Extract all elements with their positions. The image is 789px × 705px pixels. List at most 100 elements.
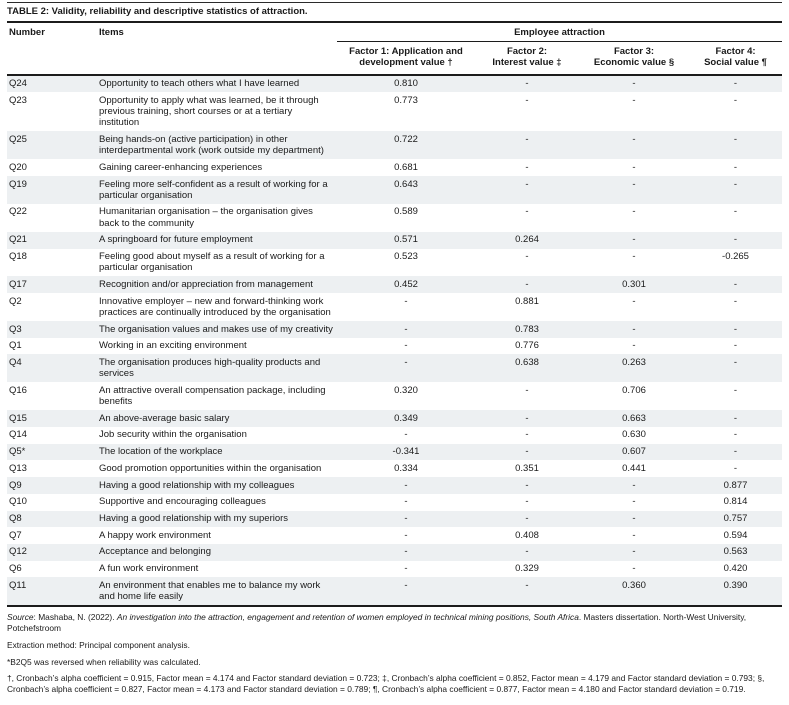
row-item-text: Feeling more self-confident as a result …	[99, 178, 328, 201]
factor-loading-value: 0.706	[622, 384, 646, 396]
factor-loading-value: -0.341	[392, 446, 420, 458]
factor-loading-value: -	[632, 563, 636, 575]
reversed-item-note: *B2Q5 was reversed when reliability was …	[7, 656, 201, 667]
row-item-text: A fun work environment	[99, 563, 199, 575]
factor-loading-value: 0.643	[394, 178, 418, 190]
factor-loading-value: -	[525, 513, 529, 524]
factor3-line1: Factor 3:	[613, 46, 655, 58]
row-item-text: The organisation produces high-quality p…	[99, 356, 321, 380]
cronbach-note: †, Cronbach’s alpha coefficient = 0.915,…	[7, 673, 765, 695]
row-number: Q9	[9, 479, 22, 491]
row-number: Q4	[9, 356, 22, 368]
row-item-text: Gaining career-enhancing experiences	[99, 161, 263, 173]
factor-loading-value: -	[632, 496, 636, 508]
factor-loading-value: -	[525, 161, 529, 173]
row-number: Q20	[9, 161, 27, 173]
table-row: Q13 Good promotion opportunities within t…	[7, 460, 782, 477]
row-number: Q2	[9, 295, 22, 307]
row-number: Q7	[9, 529, 22, 541]
row-number: Q25	[9, 133, 27, 145]
source-citation-1: : Mashaba, N. (2022).	[33, 612, 117, 623]
table-row: Q4 The organisation produces high-quality…	[7, 354, 782, 383]
row-number: Q24	[9, 78, 27, 90]
table-row: Q5* The location of the workplace -0.341 - 0…	[7, 443, 782, 461]
factor-loading-value: -	[525, 178, 529, 190]
table-row: Q9 Having a good relationship with my col…	[7, 477, 782, 494]
factor-loading-value: -	[632, 251, 636, 263]
row-number: Q5*	[9, 446, 26, 458]
factor-loading-value: -	[632, 546, 636, 558]
table-row: Q25 Being hands-on (active participation)…	[7, 131, 782, 160]
factor-loading-value: -	[404, 579, 408, 591]
factor-loading-value: -	[733, 323, 738, 335]
column-header-factor1: Factor 1: Application and development va…	[337, 42, 475, 75]
row-number: Q19	[9, 178, 27, 190]
factor-loading-value: -	[525, 496, 529, 508]
factor-loading-value: -	[404, 513, 408, 524]
factor-loading-value: -	[632, 94, 636, 106]
factor-loading-value: -	[404, 356, 408, 368]
factor-loading-value: -0.265	[722, 251, 749, 263]
factor-loading-value: -	[525, 78, 529, 90]
factor-loading-value: -	[733, 446, 738, 458]
table-row: Q14 Job security within the organisation -…	[7, 427, 782, 444]
factor2-line2: Interest value ‡	[492, 57, 562, 69]
factor-loading-value: -	[632, 529, 636, 541]
factor-loading-value: 0.320	[394, 384, 418, 396]
source-note: Source: Mashaba, N. (2022). An investiga…	[7, 612, 782, 634]
source-citation-2: . Masters dissertation. North-West Unive…	[7, 612, 747, 634]
factor-loading-value: -	[733, 78, 738, 90]
factor-loading-value: -	[632, 340, 636, 352]
table-row: Q8 Having a good relationship with my sup…	[7, 510, 782, 528]
row-item-text: An attractive overall compensation packa…	[99, 384, 326, 408]
table-row: Q6 A fun work environment - 0.329 - 0.420	[7, 561, 782, 578]
table-row: Q23 Opportunity to apply what was learned…	[7, 92, 782, 131]
table-row: Q21 A springboard for future employment 0.…	[7, 231, 782, 249]
table-row: Q15 An above-average basic salary 0.349 - 0.…	[7, 410, 782, 427]
row-number: Q6	[9, 563, 22, 575]
factor2-line1: Factor 2:	[506, 46, 548, 58]
row-item-text: Job security within the organisation	[99, 429, 247, 441]
row-number: Q12	[9, 546, 27, 558]
table-row: Q11 An environment that enables me to bal…	[7, 577, 782, 607]
factor-loading-value: -	[404, 429, 408, 441]
factor-loading-value: -	[525, 206, 529, 218]
factor-loading-value: 0.452	[394, 278, 418, 290]
row-item-text: Feeling good about myself as a result of…	[99, 251, 325, 274]
table-row: Q19 Feeling more self-confident as a resu…	[7, 176, 782, 204]
source-label: Source	[7, 612, 34, 623]
factor-loading-value: -	[525, 384, 529, 396]
row-number: Q18	[9, 251, 27, 263]
table-row: Q2 Innovative employer – new and forward-…	[7, 293, 782, 321]
factor-loading-value: -	[404, 546, 408, 558]
table-body: Q24 Opportunity to teach others what I ha…	[7, 74, 782, 607]
factor-loading-value: 0.881	[515, 295, 539, 307]
table-header: Number Items Employee attraction Factor …	[7, 23, 782, 75]
extraction-method-note: Extraction method: Principal component a…	[7, 639, 190, 650]
row-number: Q22	[9, 206, 27, 218]
row-number: Q16	[9, 384, 27, 396]
row-number: Q14	[9, 429, 27, 441]
factor-loading-value: -	[404, 323, 408, 335]
column-header-factor2: Factor 2: Interest value ‡	[475, 42, 579, 75]
factor-loading-value: 0.301	[622, 278, 646, 290]
row-item-text: Supportive and encouraging colleagues	[99, 496, 266, 508]
table-row: Q20 Gaining career-enhancing experiences 0…	[7, 159, 782, 176]
factor-loading-value: -	[632, 133, 636, 145]
row-number: Q10	[9, 496, 27, 508]
factor-loading-value: -	[404, 529, 408, 541]
factor1-line1: Factor 1: Application and	[349, 46, 463, 58]
factor-loading-value: 0.594	[723, 529, 748, 541]
factor-loading-value: -	[733, 462, 738, 474]
factor-loading-value: 0.783	[515, 323, 539, 335]
factor-loading-value: 0.390	[723, 579, 748, 591]
column-header-factor3: Factor 3: Economic value §	[579, 42, 689, 75]
row-number: Q11	[9, 579, 27, 591]
factor-loading-value: -	[733, 94, 738, 106]
table-row: Q10 Supportive and encouraging colleagues…	[7, 494, 782, 511]
factor-loading-value: -	[525, 579, 529, 591]
row-number: Q15	[9, 412, 27, 424]
row-number: Q21	[9, 234, 27, 246]
factor4-line2: Social value ¶	[704, 57, 767, 69]
row-item-text: The organisation values and makes use of…	[99, 323, 333, 335]
